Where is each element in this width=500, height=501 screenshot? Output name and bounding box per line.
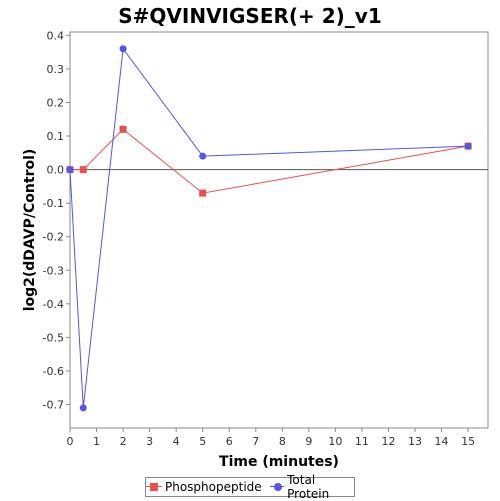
data-point-total-protein: [119, 45, 127, 53]
x-tick-label: 14: [435, 435, 449, 448]
data-point-total-protein: [79, 404, 87, 412]
data-point-total-protein: [199, 152, 207, 160]
y-tick-label: 0.2: [47, 96, 65, 109]
y-tick-label: -0.1: [43, 197, 64, 210]
y-tick-label: 0.3: [47, 63, 65, 76]
series-layer: [66, 45, 472, 412]
plot-area: [69, 31, 489, 429]
legend: Phosphopeptide Total Protein: [145, 473, 355, 501]
y-tick-label: 0.4: [47, 29, 65, 42]
x-tick-label: 6: [226, 435, 233, 448]
x-tick-label: 13: [408, 435, 422, 448]
legend-item-phosphopeptide: Phosphopeptide: [146, 480, 262, 494]
data-point-phosphopeptide: [79, 166, 87, 174]
legend-label-total-protein: Total Protein: [287, 473, 330, 501]
legend-item-total-protein: Total Protein: [269, 473, 354, 501]
y-tick-label: -0.4: [43, 298, 64, 311]
x-axis: 0 1 2 3 4 5 6 7 8 9 10 11 12 13 14 15: [67, 428, 475, 448]
x-tick-label: 10: [328, 435, 342, 448]
x-tick-label: 1: [93, 435, 100, 448]
y-tick-label: 0.1: [47, 130, 65, 143]
y-axis: 0.4 0.3 0.2 0.1 0.0 -0.1 -0.2 -0.3 -0.4 -0.5 -0.6 -…: [43, 29, 70, 412]
x-tick-label: 4: [173, 435, 180, 448]
y-tick-label: 0.0: [47, 164, 65, 177]
chart-title: S#QVINVIGSER(+ 2)_v1: [118, 4, 382, 28]
x-tick-label: 3: [146, 435, 153, 448]
y-tick-label: -0.6: [43, 365, 64, 378]
data-point-total-protein: [66, 166, 74, 174]
x-tick-label: 2: [120, 435, 127, 448]
x-tick-label: 9: [305, 435, 312, 448]
legend-label-phosphopeptide: Phosphopeptide: [165, 480, 262, 494]
x-tick-label: 7: [252, 435, 259, 448]
y-axis-label: log2(dDAVP/Control): [22, 149, 38, 312]
legend-swatch-phosphopeptide: [146, 482, 162, 492]
x-tick-label: 15: [461, 435, 475, 448]
data-point-total-protein: [464, 142, 472, 150]
y-tick-label: -0.2: [43, 231, 64, 244]
y-tick-label: -0.7: [43, 399, 64, 412]
x-tick-label: 0: [67, 435, 74, 448]
x-tick-label: 5: [199, 435, 206, 448]
data-point-phosphopeptide: [119, 125, 127, 133]
data-point-phosphopeptide: [199, 189, 207, 197]
x-tick-label: 11: [355, 435, 369, 448]
y-tick-label: -0.5: [43, 331, 64, 344]
x-axis-label: Time (minutes): [219, 454, 339, 470]
x-tick-label: 8: [279, 435, 286, 448]
x-tick-label: 12: [381, 435, 395, 448]
legend-swatch-total-protein: [269, 482, 285, 492]
y-tick-label: -0.3: [43, 264, 64, 277]
